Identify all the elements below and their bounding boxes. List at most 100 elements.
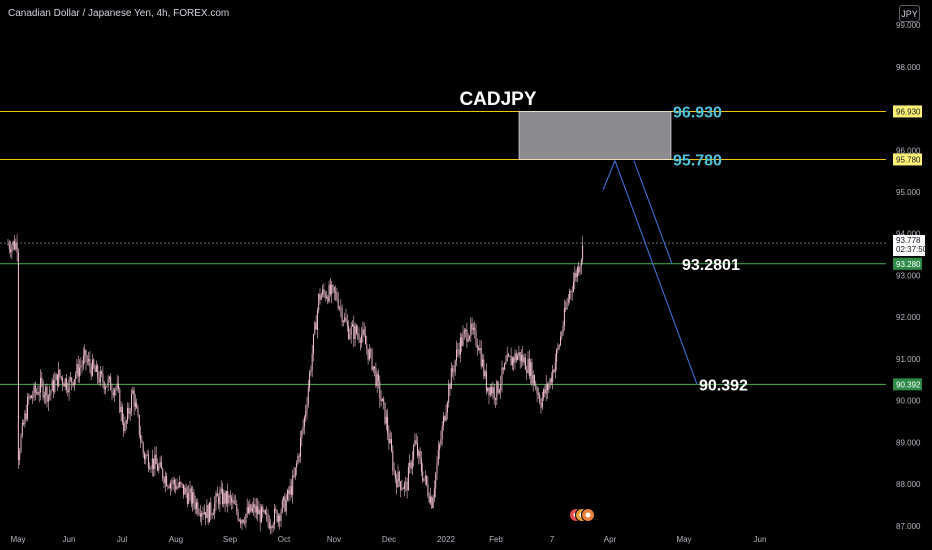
- candle-body: [548, 384, 550, 390]
- candle-body: [276, 510, 278, 522]
- candle-body: [27, 397, 28, 420]
- candle-body: [371, 349, 373, 370]
- candle-body: [24, 413, 26, 425]
- candle-body: [492, 387, 494, 394]
- candle-body: [422, 471, 424, 481]
- y-tick-label: 93.000: [896, 271, 921, 280]
- candle-body: [168, 486, 170, 489]
- candle-body: [418, 450, 420, 456]
- currency-button[interactable]: JPY: [899, 5, 920, 22]
- candle-body: [29, 395, 31, 399]
- chart-title: CADJPY: [459, 89, 536, 110]
- candle-body: [368, 349, 370, 360]
- candle-body: [561, 332, 563, 337]
- candle-body: [578, 267, 580, 273]
- candle-body: [547, 383, 548, 390]
- candle-body: [198, 512, 200, 514]
- candle-body: [138, 415, 140, 435]
- candle-body: [329, 284, 331, 295]
- candle-body: [116, 383, 118, 388]
- candle-body: [140, 434, 142, 441]
- candle-body: [42, 382, 44, 398]
- candle-body: [131, 393, 132, 412]
- candle-body: [110, 376, 112, 391]
- candle-body: [535, 385, 537, 389]
- candle-body: [565, 308, 567, 310]
- candle-body: [394, 471, 396, 480]
- candle-body: [333, 287, 335, 293]
- price-badge: [893, 378, 922, 391]
- candle-body: [294, 467, 296, 477]
- candle-body: [11, 245, 13, 253]
- last-price-label: 93.778: [896, 236, 921, 245]
- candle-body: [229, 495, 231, 498]
- candle-body: [574, 272, 576, 282]
- candle-body: [146, 454, 148, 456]
- candle-body: [536, 388, 538, 394]
- candle-body: [225, 491, 227, 504]
- candle-body: [437, 449, 439, 464]
- candle-body: [261, 506, 262, 523]
- candle-body: [440, 439, 442, 445]
- candle-body: [133, 390, 135, 407]
- candle-body: [233, 500, 235, 504]
- candle-body: [510, 355, 512, 366]
- candle-body: [331, 285, 333, 295]
- candle-body: [97, 365, 99, 378]
- candle-body: [521, 354, 522, 362]
- candle-body: [413, 445, 415, 460]
- projection-arrow: [614, 160, 698, 385]
- candle-body: [309, 372, 311, 388]
- candle-body: [446, 402, 448, 413]
- candle-body: [575, 272, 577, 278]
- candle-body: [218, 496, 220, 505]
- candle-body: [69, 377, 71, 380]
- candle-body: [94, 367, 96, 372]
- candle-body: [206, 505, 208, 519]
- candle-body: [58, 369, 60, 387]
- candle-body: [220, 488, 222, 493]
- candle-body: [50, 390, 52, 394]
- candle-body: [123, 422, 125, 432]
- x-tick-label: Nov: [327, 535, 341, 544]
- candle-body: [155, 454, 157, 465]
- candle-body: [12, 241, 14, 246]
- candle-body: [16, 243, 18, 253]
- candle-body: [173, 479, 175, 485]
- candle-body: [311, 353, 313, 371]
- x-tick-label: Jul: [117, 535, 127, 544]
- candle-body: [128, 407, 130, 414]
- candle-body: [393, 470, 395, 472]
- candle-body: [277, 515, 279, 522]
- x-tick-label: Feb: [489, 535, 503, 544]
- x-tick-label: Sep: [223, 535, 238, 544]
- candle-body: [522, 354, 524, 363]
- candle-body: [64, 378, 66, 387]
- candle-body: [493, 387, 495, 399]
- price-badge-label: 95.780: [896, 155, 921, 164]
- y-tick-label: 90.000: [896, 397, 921, 406]
- projection-arrow-secondary: [633, 160, 673, 264]
- candle-body: [361, 334, 363, 343]
- candle-body: [125, 420, 127, 424]
- candle-body: [342, 321, 344, 323]
- candle-body: [127, 407, 129, 421]
- candle-body: [539, 395, 541, 403]
- candle-body: [266, 513, 268, 515]
- candle-body: [552, 369, 554, 382]
- candle-body: [433, 488, 435, 498]
- candle-body: [432, 497, 434, 508]
- x-tick-label: Oct: [278, 535, 291, 544]
- candle-body: [54, 380, 56, 392]
- candle-body: [60, 376, 62, 378]
- candle-body: [181, 483, 183, 485]
- candle-body: [335, 292, 337, 293]
- candle-body: [363, 329, 365, 336]
- level-label: 90.392: [699, 377, 748, 394]
- candle-body: [118, 383, 119, 390]
- candle-body: [215, 493, 217, 503]
- price-badge: [893, 257, 922, 270]
- candle-body: [385, 416, 387, 424]
- candle-body: [92, 359, 93, 376]
